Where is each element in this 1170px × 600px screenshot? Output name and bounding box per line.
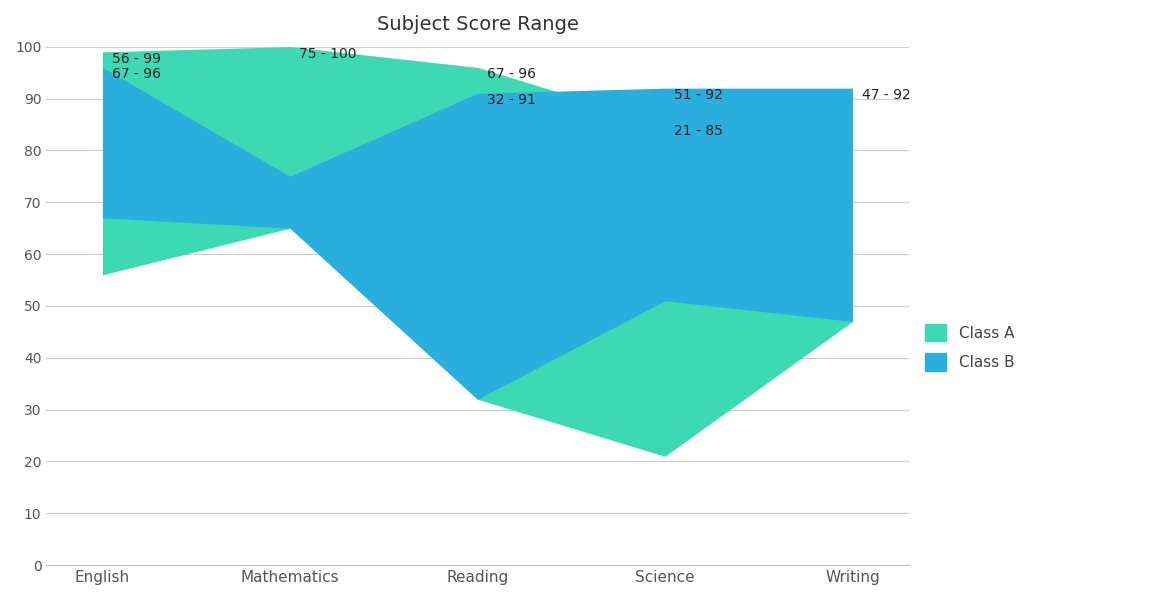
Text: 21 - 85: 21 - 85	[674, 124, 723, 139]
Text: 67 - 96: 67 - 96	[112, 67, 160, 82]
Text: 56 - 99: 56 - 99	[112, 52, 160, 66]
Text: 51 - 92: 51 - 92	[674, 88, 723, 102]
Text: 67 - 96: 67 - 96	[487, 67, 536, 82]
Text: 47 - 92: 47 - 92	[862, 88, 910, 102]
Legend: Class A, Class B: Class A, Class B	[925, 323, 1014, 371]
Text: 32 - 91: 32 - 91	[487, 94, 536, 107]
Title: Subject Score Range: Subject Score Range	[377, 15, 578, 34]
Text: 75 - 100: 75 - 100	[300, 47, 357, 61]
